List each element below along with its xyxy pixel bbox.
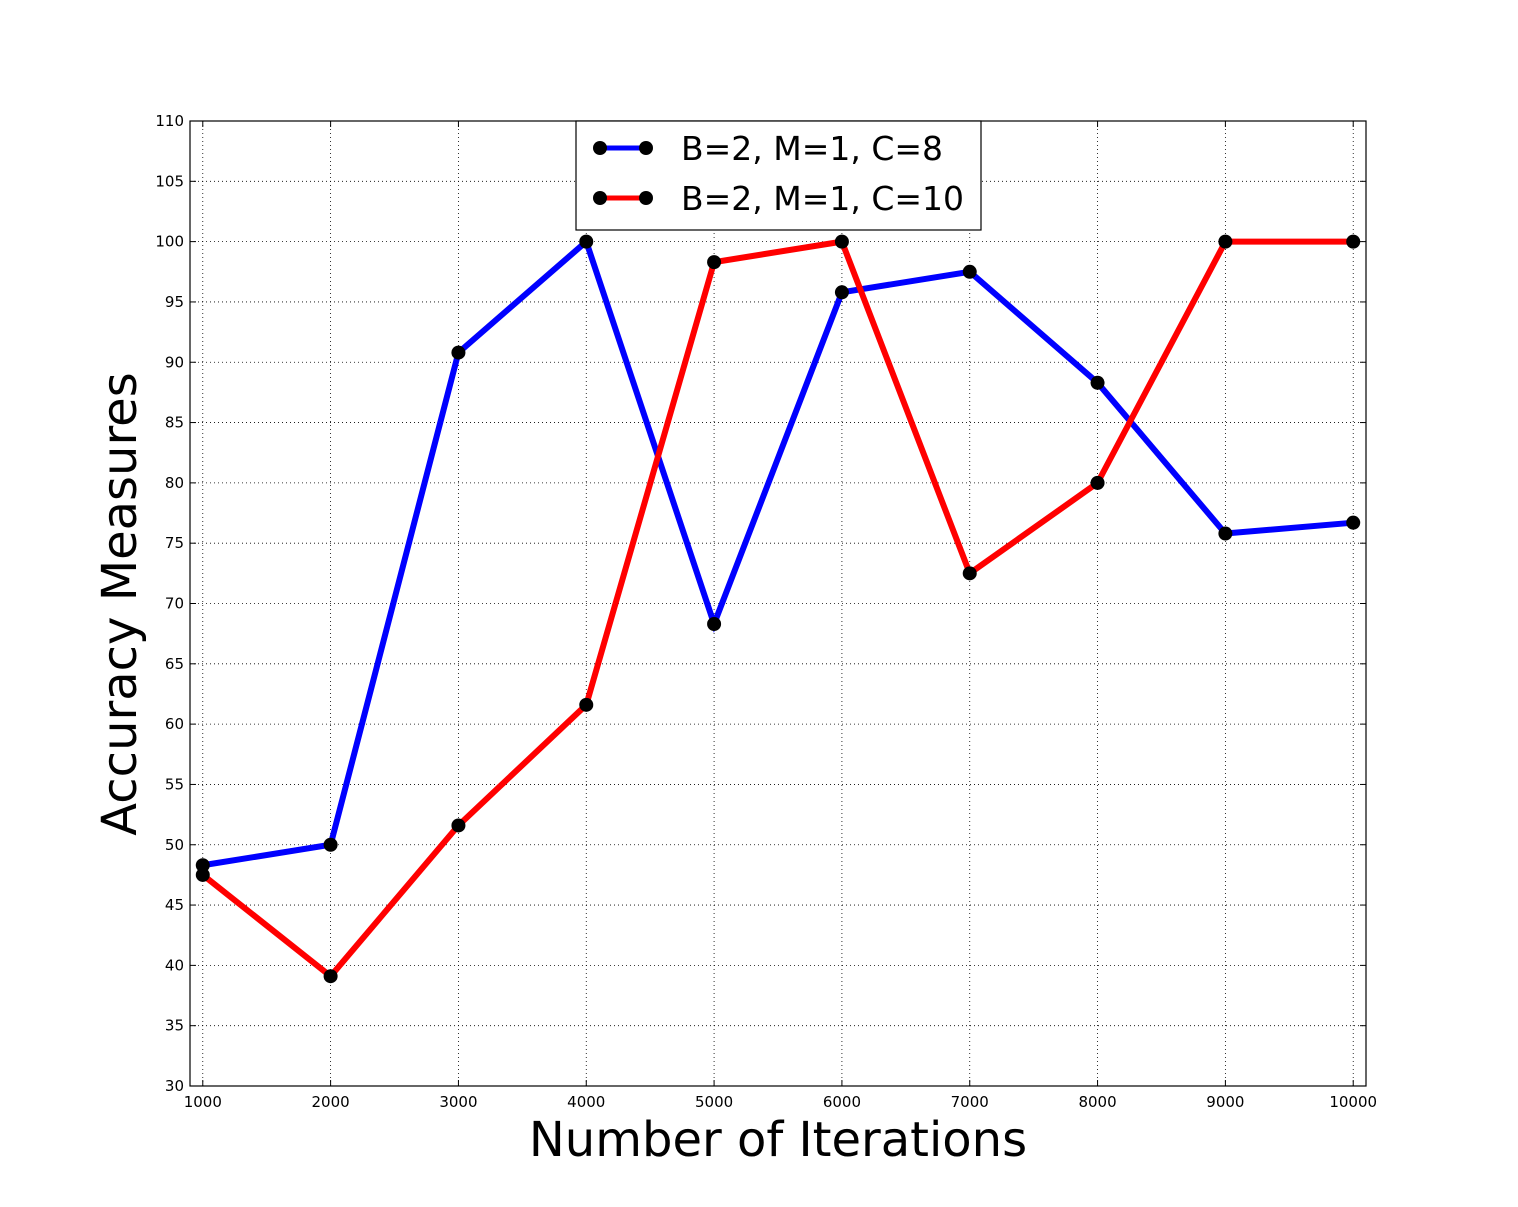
series-1-point: [1218, 234, 1233, 249]
series-0-point: [1090, 375, 1105, 390]
label-layer: 1000 2000 3000 4000 5000 6000 7000 8000 9000 1000…: [155, 112, 1377, 1111]
x-axis-title: Number of Iterations: [529, 1112, 1027, 1168]
series-1-point: [962, 566, 977, 581]
x-tick-label: 6000: [823, 1093, 861, 1111]
series-0-point: [451, 345, 466, 360]
y-tick-label: 70: [165, 595, 184, 613]
series-0-point: [962, 264, 977, 279]
series-line-0: [202, 236, 1354, 869]
y-tick-label: 85: [165, 414, 184, 432]
series-1-point: [834, 234, 849, 249]
series-1-point: [451, 818, 466, 833]
series-0-point: [834, 285, 849, 300]
y-tick-label: 35: [165, 1017, 184, 1035]
series-0-point: [1346, 515, 1361, 530]
legend-box: [575, 120, 982, 231]
y-tick-label: 45: [165, 896, 184, 914]
series-0-point: [195, 858, 210, 873]
series-1-point: [1090, 475, 1105, 490]
legend-label-c10: B=2, M=1, C=10: [681, 179, 964, 218]
y-tick-label: 110: [155, 112, 184, 130]
y-tick-label: 105: [155, 172, 184, 190]
legend-label-c8: B=2, M=1, C=8: [681, 129, 943, 168]
x-tick-label: 1000: [184, 1093, 222, 1111]
legend: B=2, M=1, C=8 B=2, M=1, C=10: [575, 120, 982, 231]
series-1-point: [707, 255, 722, 270]
y-tick-label: 80: [165, 474, 184, 492]
series-line-1: [200, 238, 1354, 981]
x-tick-label: 7000: [951, 1093, 989, 1111]
series-layer: [195, 234, 1361, 984]
series-1-point: [195, 867, 210, 882]
series-0-point: [323, 837, 338, 852]
x-tick-label: 4000: [567, 1093, 605, 1111]
series-0-point: [579, 234, 594, 249]
x-tick-label: 10000: [1329, 1093, 1377, 1111]
y-tick-label: 95: [165, 293, 184, 311]
x-tick-label: 9000: [1206, 1093, 1244, 1111]
series-0-point: [707, 617, 722, 632]
legend-marker-c10: [593, 191, 607, 205]
y-tick-label: 55: [165, 775, 184, 793]
series-1-point: [323, 969, 338, 984]
x-tick-label: 5000: [695, 1093, 733, 1111]
y-tick-label: 65: [165, 655, 184, 673]
y-tick-label: 75: [165, 534, 184, 552]
y-tick-label: 40: [165, 956, 184, 974]
x-tick-label: 8000: [1078, 1093, 1116, 1111]
series-1-point: [1346, 234, 1361, 249]
legend-marker-c8: [593, 141, 607, 155]
y-axis-title: Accuracy Measures: [92, 372, 148, 835]
series-1-point: [579, 697, 594, 712]
series-0-point: [1218, 526, 1233, 541]
y-tick-label: 90: [165, 353, 184, 371]
y-tick-label: 50: [165, 836, 184, 854]
legend-marker-c10-end: [639, 191, 653, 205]
y-tick-label: 30: [165, 1077, 184, 1095]
y-tick-label: 100: [155, 233, 184, 251]
x-tick-label: 2000: [312, 1093, 350, 1111]
legend-marker-c8-end: [639, 141, 653, 155]
x-tick-label: 3000: [439, 1093, 477, 1111]
grid-layer: [190, 121, 1366, 1086]
y-tick-label: 60: [165, 715, 184, 733]
